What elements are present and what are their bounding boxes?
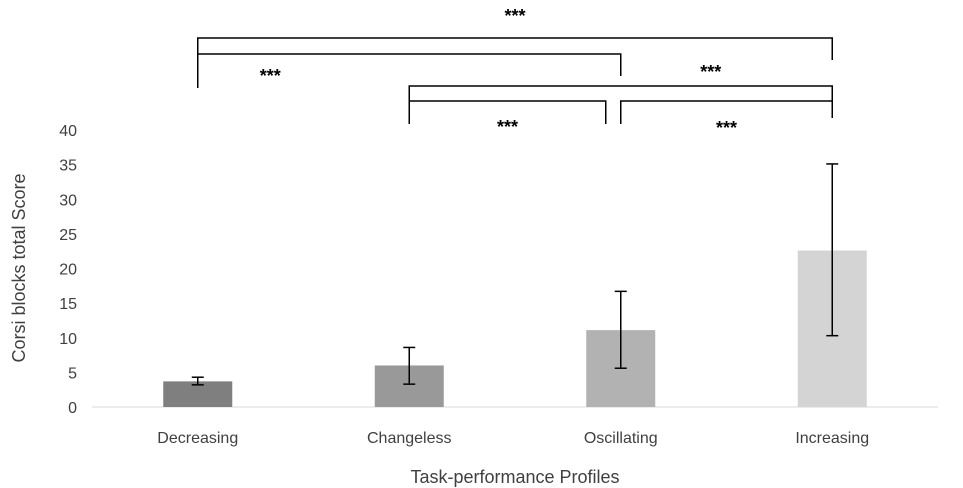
x-category-label: Decreasing (157, 430, 238, 447)
significance-bracket (408, 100, 607, 124)
y-tick-label: 35 (59, 158, 77, 175)
y-tick-label: 0 (68, 400, 77, 417)
y-tick-label: 20 (59, 262, 77, 279)
y-tick-label: 15 (59, 296, 77, 313)
significance-label: *** (497, 117, 518, 137)
error-bar-decreasing (191, 376, 204, 386)
error-bar-changeless (403, 346, 416, 385)
bar-decreasing (163, 381, 233, 407)
x-category-label: Increasing (795, 430, 869, 447)
y-axis-ticks: 0 5 10 15 20 25 30 35 40 (59, 123, 77, 417)
error-bar-increasing (826, 163, 839, 337)
y-tick-label: 5 (68, 365, 77, 382)
significance-bracket (620, 100, 833, 124)
bars-group (163, 250, 867, 407)
y-tick-label: 10 (59, 331, 77, 348)
y-tick-label: 25 (59, 227, 77, 244)
y-tick-label: 40 (59, 123, 77, 140)
significance-bracket (197, 37, 833, 88)
significance-label: *** (716, 118, 737, 138)
y-tick-label: 30 (59, 192, 77, 209)
significance-label: *** (700, 62, 721, 82)
significance-label: *** (260, 66, 281, 86)
significance-brackets: *** *** *** *** *** (197, 6, 833, 138)
significance-bracket (197, 53, 622, 88)
error-bars-group (191, 163, 839, 386)
error-bar-oscillating (614, 290, 627, 369)
x-category-label: Oscillating (584, 430, 658, 447)
y-axis-title: Corsi blocks total Score (9, 173, 29, 362)
x-axis-categories: Decreasing Changeless Oscillating Increasin… (157, 430, 869, 447)
x-axis-title: Task-performance Profiles (410, 467, 619, 487)
significance-label: *** (504, 6, 525, 26)
x-category-label: Changeless (367, 430, 452, 447)
